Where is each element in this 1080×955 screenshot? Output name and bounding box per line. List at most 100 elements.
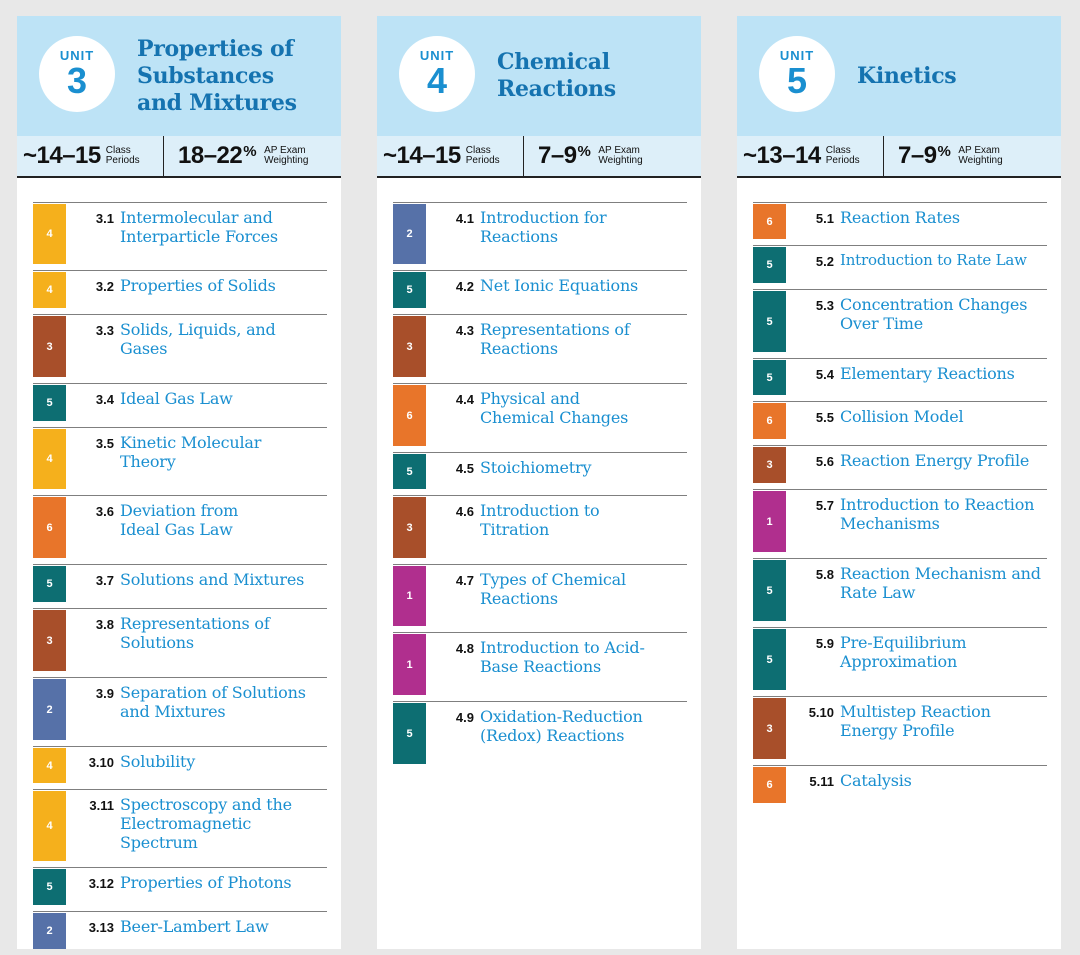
topic-row[interactable]: 2 3.9 Separation of Solutions and Mixtures: [33, 677, 327, 746]
topic-name[interactable]: Oxidation-Reduction (Redox) Reactions: [480, 707, 643, 745]
topic-name[interactable]: Spectroscopy and the Electromagnetic Spe…: [120, 795, 292, 852]
stats-divider: [163, 136, 164, 176]
topic-row[interactable]: 4 3.2 Properties of Solids: [33, 270, 327, 314]
topic-name[interactable]: Properties of Photons: [120, 873, 292, 892]
topic-row[interactable]: 5 4.9 Oxidation-Reduction (Redox) Reaction…: [393, 701, 687, 770]
exam-weighting-label: AP Exam Weighting: [264, 145, 309, 166]
topic-number: 4.6: [455, 504, 474, 519]
topic-name[interactable]: Catalysis: [840, 771, 912, 790]
topic-row[interactable]: 2 3.13 Beer-Lambert Law: [33, 911, 327, 955]
topic-name[interactable]: Deviation from Ideal Gas Law: [120, 501, 239, 539]
level-bar: 2: [33, 679, 66, 740]
topic-name[interactable]: Solubility: [120, 752, 196, 771]
unit-badge: UNIT 4: [399, 36, 475, 112]
topic-name[interactable]: Solids, Liquids, and Gases: [120, 320, 276, 358]
stats-divider: [523, 136, 524, 176]
topic-name[interactable]: Pre-Equilibrium Approximation: [840, 633, 967, 671]
topic-row[interactable]: 5 5.9 Pre-Equilibrium Approximation: [753, 627, 1047, 696]
topic-name[interactable]: Reaction Energy Profile: [840, 451, 1030, 470]
topic-row[interactable]: 6 5.5 Collision Model: [753, 401, 1047, 445]
topic-name[interactable]: Separation of Solutions and Mixtures: [120, 683, 306, 721]
topic-row[interactable]: 1 5.7 Introduction to Reaction Mechanisms: [753, 489, 1047, 558]
level-bar: 6: [393, 385, 426, 446]
topic-row[interactable]: 4 3.10 Solubility: [33, 746, 327, 789]
topic-name[interactable]: Elementary Reactions: [840, 364, 1015, 383]
topic-name[interactable]: Reaction Rates: [840, 208, 960, 227]
topic-row[interactable]: 5 3.4 Ideal Gas Law: [33, 383, 327, 427]
topic-name[interactable]: Introduction for Reactions: [480, 208, 607, 246]
topic-name[interactable]: Multistep Reaction Energy Profile: [840, 702, 991, 740]
level-bar: 3: [393, 497, 426, 558]
topic-number: 4.9: [455, 710, 474, 725]
topic-row[interactable]: 5 4.5 Stoichiometry: [393, 452, 687, 495]
topic-name[interactable]: Types of Chemical Reactions: [480, 570, 626, 608]
topic-name[interactable]: Concentration Changes Over Time: [840, 295, 1028, 333]
unit-title: Chemical Reactions: [497, 49, 616, 102]
topic-name[interactable]: Reaction Mechanism and Rate Law: [840, 564, 1041, 602]
topic-name[interactable]: Stoichiometry: [480, 458, 592, 477]
topic-number: 4.4: [455, 392, 474, 407]
topic-row[interactable]: 3 5.6 Reaction Energy Profile: [753, 445, 1047, 489]
topic-name[interactable]: Introduction to Rate Law: [840, 251, 1027, 269]
topic-name[interactable]: Representations of Solutions: [120, 614, 270, 652]
topic-row[interactable]: 3 5.10 Multistep Reaction Energy Profile: [753, 696, 1047, 765]
topic-name[interactable]: Physical and Chemical Changes: [480, 389, 629, 427]
topic-number: 5.5: [815, 410, 834, 425]
class-periods-value: ~14–15: [383, 142, 461, 169]
unit-4-column: UNIT 4 Chemical Reactions ~14–15 Class Pe…: [377, 16, 701, 949]
topic-name[interactable]: Solutions and Mixtures: [120, 570, 305, 589]
topic-name[interactable]: Net Ionic Equations: [480, 276, 639, 295]
topic-row[interactable]: 3 3.3 Solids, Liquids, and Gases: [33, 314, 327, 383]
unit-5-column: UNIT 5 Kinetics ~13–14 Class Periods 7–9%…: [737, 16, 1061, 949]
unit-number: 5: [786, 60, 808, 101]
topic-row[interactable]: 6 3.6 Deviation from Ideal Gas Law: [33, 495, 327, 564]
topic-row[interactable]: 4 3.1 Intermolecular and Interparticle For…: [33, 202, 327, 270]
topic-row[interactable]: 4 3.5 Kinetic Molecular Theory: [33, 427, 327, 495]
topic-number: 3.6: [95, 504, 114, 519]
topic-name[interactable]: Introduction to Titration: [480, 501, 600, 539]
level-bar: 4: [33, 748, 66, 783]
class-periods-label: Class Periods: [105, 145, 140, 166]
level-bar: 6: [753, 767, 786, 803]
topic-row[interactable]: 5 5.2 Introduction to Rate Law: [753, 245, 1047, 289]
topic-row[interactable]: 1 4.7 Types of Chemical Reactions: [393, 564, 687, 632]
level-bar: 4: [33, 272, 66, 308]
topic-row[interactable]: 3 4.6 Introduction to Titration: [393, 495, 687, 564]
topic-row[interactable]: 4 3.11 Spectroscopy and the Electromagneti…: [33, 789, 327, 867]
topic-name[interactable]: Intermolecular and Interparticle Forces: [120, 208, 278, 246]
level-bar: 4: [33, 791, 66, 861]
topic-name[interactable]: Kinetic Molecular Theory: [120, 433, 262, 471]
topic-name[interactable]: Introduction to Reaction Mechanisms: [840, 495, 1035, 533]
topic-row[interactable]: 5 5.8 Reaction Mechanism and Rate Law: [753, 558, 1047, 627]
topic-name[interactable]: Ideal Gas Law: [120, 389, 233, 408]
topic-row[interactable]: 5 5.4 Elementary Reactions: [753, 358, 1047, 401]
topic-row[interactable]: 6 5.1 Reaction Rates: [753, 202, 1047, 245]
topic-name[interactable]: Collision Model: [840, 407, 964, 426]
topic-row[interactable]: 3 3.8 Representations of Solutions: [33, 608, 327, 677]
unit-stats: ~14–15 Class Periods 7–9% AP Exam Weightin…: [377, 136, 701, 178]
topic-row[interactable]: 5 3.7 Solutions and Mixtures: [33, 564, 327, 608]
unit-label: UNIT: [419, 48, 455, 63]
topic-row[interactable]: 5 4.2 Net Ionic Equations: [393, 270, 687, 314]
topic-row[interactable]: 6 5.11 Catalysis: [753, 765, 1047, 809]
level-bar: 3: [393, 316, 426, 377]
topic-row[interactable]: 6 4.4 Physical and Chemical Changes: [393, 383, 687, 452]
topic-name[interactable]: Representations of Reactions: [480, 320, 630, 358]
class-periods: ~13–14 Class Periods: [737, 136, 883, 176]
level-bar: 5: [753, 629, 786, 690]
topic-row[interactable]: 1 4.8 Introduction to Acid-Base Reactions: [393, 632, 687, 701]
exam-weighting: 7–9% AP Exam Weighting: [884, 136, 1003, 176]
topic-row[interactable]: 5 5.3 Concentration Changes Over Time: [753, 289, 1047, 358]
class-periods: ~14–15 Class Periods: [377, 136, 523, 176]
topic-name[interactable]: Properties of Solids: [120, 276, 276, 295]
topic-name[interactable]: Introduction to Acid-Base Reactions: [480, 638, 645, 676]
level-bar: 1: [753, 491, 786, 552]
exam-weighting-value: 7–9%: [538, 142, 591, 169]
topic-name[interactable]: Beer-Lambert Law: [120, 917, 269, 936]
topic-row[interactable]: 5 3.12 Properties of Photons: [33, 867, 327, 911]
topic-row[interactable]: 2 4.1 Introduction for Reactions: [393, 202, 687, 270]
topic-row[interactable]: 3 4.3 Representations of Reactions: [393, 314, 687, 383]
stats-divider: [883, 136, 884, 176]
level-bar: 5: [393, 703, 426, 764]
unit-label: UNIT: [779, 48, 815, 63]
